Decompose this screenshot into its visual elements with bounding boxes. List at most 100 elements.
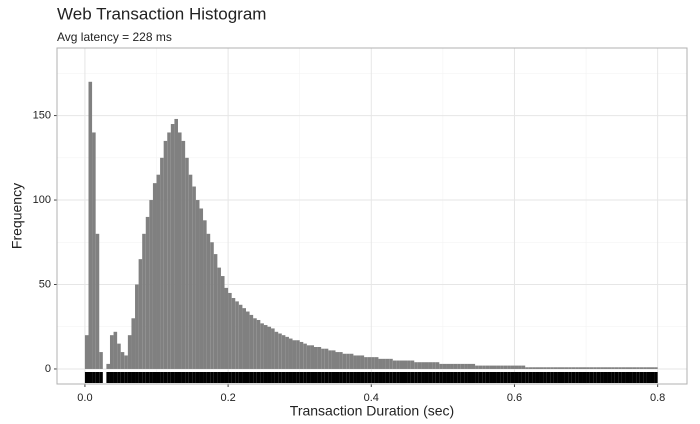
bar (317, 347, 322, 369)
bar (228, 292, 232, 369)
bar (632, 367, 637, 369)
bar (324, 348, 329, 369)
rug-mark (174, 372, 178, 383)
bar (385, 358, 390, 369)
rug-mark (253, 372, 257, 383)
rug-mark (589, 372, 594, 383)
bar (428, 362, 433, 369)
rug-mark (288, 372, 293, 383)
rug-mark (399, 372, 404, 383)
bar (356, 355, 361, 369)
bar (557, 367, 561, 369)
rug-mark (124, 372, 128, 383)
rug-mark (213, 372, 218, 383)
bar (99, 352, 103, 369)
rug-mark (274, 372, 279, 383)
bar (371, 357, 375, 369)
bar (564, 367, 569, 369)
bar (342, 353, 347, 369)
rug-mark (199, 372, 204, 383)
rug-mark (317, 372, 322, 383)
bar (532, 367, 536, 369)
rug-mark (170, 372, 175, 383)
rug-mark (403, 372, 408, 383)
rug-mark (521, 372, 526, 383)
rug-mark (596, 372, 601, 383)
bar (199, 208, 204, 369)
bar (650, 367, 655, 369)
bar (174, 118, 178, 369)
rug-mark (417, 372, 422, 383)
bar (596, 367, 601, 369)
bar (367, 357, 372, 369)
rug-mark (210, 372, 214, 383)
rug-mark (306, 372, 311, 383)
rug-mark (525, 372, 529, 383)
rug-mark (95, 372, 100, 383)
bar (170, 124, 175, 369)
rug-mark (457, 372, 461, 383)
bar (629, 367, 633, 369)
rug-mark (621, 372, 626, 383)
bar (246, 311, 250, 369)
bar (643, 367, 647, 369)
rug-mark (478, 372, 483, 383)
rug-mark (156, 372, 161, 383)
rug-mark (263, 372, 268, 383)
bar (382, 358, 386, 369)
rug-mark (109, 372, 114, 383)
rug-mark (582, 372, 587, 383)
bar (310, 345, 315, 369)
bar (496, 365, 501, 369)
rug-mark (575, 372, 579, 383)
bar (117, 343, 121, 369)
bar (518, 365, 522, 369)
bar (249, 314, 254, 369)
rug-mark (246, 372, 250, 383)
rug-mark (471, 372, 476, 383)
rug-mark (625, 372, 630, 383)
panel-border (56, 47, 688, 385)
bar (421, 362, 425, 369)
rug-mark (439, 372, 443, 383)
bar (410, 360, 415, 369)
bar (256, 319, 261, 369)
bar (654, 367, 658, 369)
bar (403, 360, 408, 369)
bar (135, 284, 139, 369)
rug-mark (464, 372, 468, 383)
bar (546, 367, 551, 369)
bar (507, 365, 511, 369)
rug-mark (414, 372, 418, 383)
rug-mark (163, 372, 168, 383)
rug-mark (278, 372, 282, 383)
rug-mark (407, 372, 411, 383)
bar (460, 363, 465, 369)
bar (192, 186, 196, 369)
rug-mark (650, 372, 655, 383)
bar (589, 367, 594, 369)
bar (614, 367, 619, 369)
bar (296, 340, 300, 369)
rug-mark (314, 372, 318, 383)
bar (535, 367, 540, 369)
bar (238, 304, 243, 369)
rug-mark (228, 372, 232, 383)
bar (92, 132, 96, 369)
bar (543, 367, 547, 369)
rug-mark (99, 372, 103, 383)
rug-mark (185, 372, 189, 383)
rug-mark (492, 372, 497, 383)
bar (127, 335, 132, 369)
bar (374, 357, 379, 369)
rug-mark (342, 372, 347, 383)
rug-mark (518, 372, 522, 383)
rug-mark (364, 372, 368, 383)
rug-mark (593, 372, 597, 383)
bar (84, 335, 89, 369)
bar (217, 267, 221, 369)
rug-mark (546, 372, 551, 383)
bar (253, 318, 257, 369)
bar (582, 367, 587, 369)
